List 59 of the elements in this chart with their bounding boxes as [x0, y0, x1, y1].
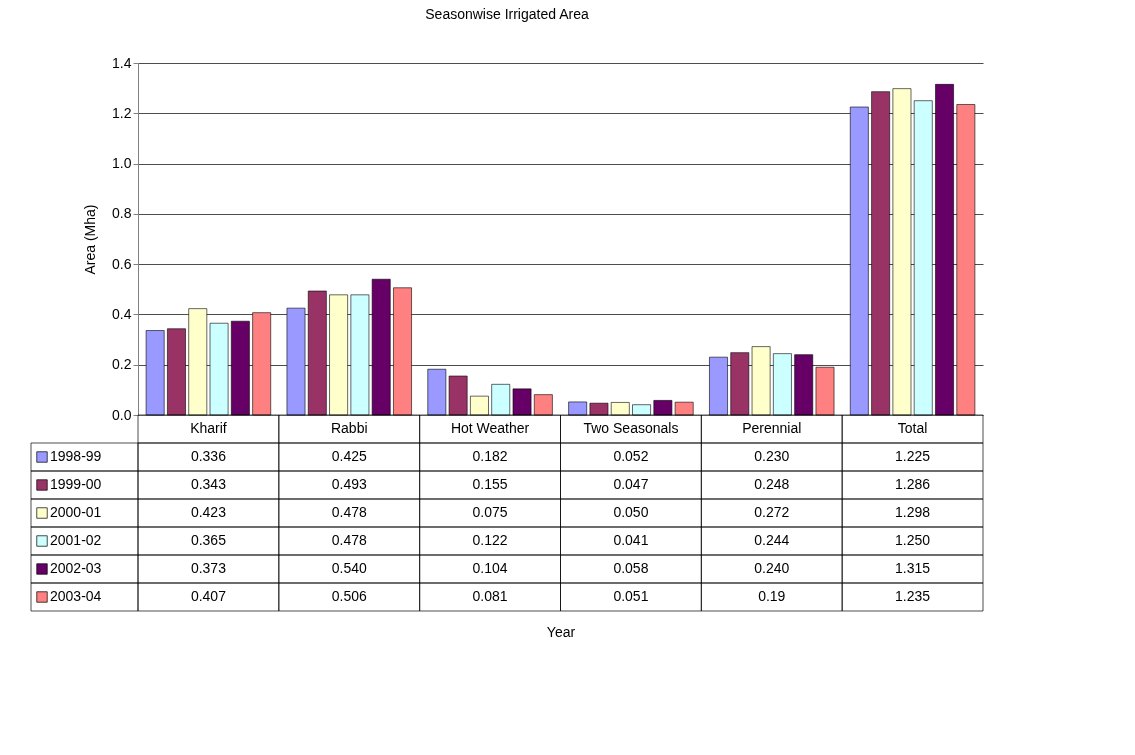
y-axis-title: Area (Mha)	[82, 204, 99, 275]
data-label: 1.298	[895, 504, 931, 520]
legend-label: 2001-02	[50, 532, 102, 548]
data-label: 0.493	[331, 476, 367, 492]
data-label: 0.423	[190, 504, 227, 520]
data-label: 1.225	[895, 448, 931, 464]
y-tick-label: 1.4	[112, 54, 132, 71]
data-label: 1.315	[895, 560, 931, 576]
data-label: 0.478	[331, 504, 367, 520]
data-label: 0.104	[472, 560, 508, 576]
x-tick-label: Perennial	[742, 420, 802, 436]
data-label: 1.286	[895, 476, 931, 492]
data-label: 1.250	[895, 532, 931, 548]
data-label: 0.052	[613, 448, 649, 464]
y-tick-label: 1.0	[112, 155, 132, 172]
data-label: 0.248	[754, 476, 790, 492]
legend-label: 1999-00	[50, 476, 102, 492]
data-label: 0.506	[331, 588, 367, 604]
legend-label: 2000-01	[50, 504, 102, 520]
data-label: 0.336	[190, 448, 227, 464]
data-label: 0.058	[613, 560, 649, 576]
data-label: 0.425	[331, 448, 367, 464]
data-label: 1.235	[895, 588, 931, 604]
x-tick-label: Hot Weather	[450, 420, 530, 436]
x-tick-label: Two Seasonals	[583, 420, 679, 436]
legend-label: 2003-04	[50, 588, 102, 604]
data-label: 0.272	[754, 504, 790, 520]
y-tick-label: 0.4	[112, 305, 132, 322]
data-label: 0.19	[758, 588, 786, 604]
y-tick-label: 0.6	[112, 255, 132, 272]
data-label: 0.182	[472, 448, 508, 464]
data-label: 0.041	[613, 532, 649, 548]
legend-label: 1998-99	[50, 448, 102, 464]
chart-title: Seasonwise Irrigated Area	[425, 6, 589, 22]
data-label: 0.365	[190, 532, 227, 548]
data-label: 0.230	[754, 448, 790, 464]
data-label: 0.240	[754, 560, 790, 576]
data-label: 0.540	[331, 560, 367, 576]
y-tick-label: 0.2	[112, 356, 132, 373]
data-label: 0.081	[472, 588, 508, 604]
data-label: 0.478	[331, 532, 367, 548]
text: Year	[546, 623, 576, 640]
data-label: 0.051	[613, 588, 649, 604]
x-tick-label: Kharif	[190, 420, 227, 436]
data-label: 0.343	[190, 476, 227, 492]
y-tick-label: 0.0	[112, 406, 132, 423]
data-label: 0.047	[613, 476, 649, 492]
data-label: 0.373	[190, 560, 227, 576]
y-tick-label: 1.2	[112, 104, 132, 121]
legend-label: 2002-03	[50, 560, 102, 576]
data-label: 0.075	[472, 504, 508, 520]
x-tick-label: Total	[897, 420, 928, 436]
data-label: 0.155	[472, 476, 508, 492]
data-label: 0.050	[613, 504, 649, 520]
data-label: 0.244	[754, 532, 790, 548]
y-tick-label: 0.8	[112, 205, 132, 222]
data-label: 0.407	[190, 588, 227, 604]
data-label: 0.122	[472, 532, 508, 548]
x-tick-label: Rabbi	[330, 420, 368, 436]
